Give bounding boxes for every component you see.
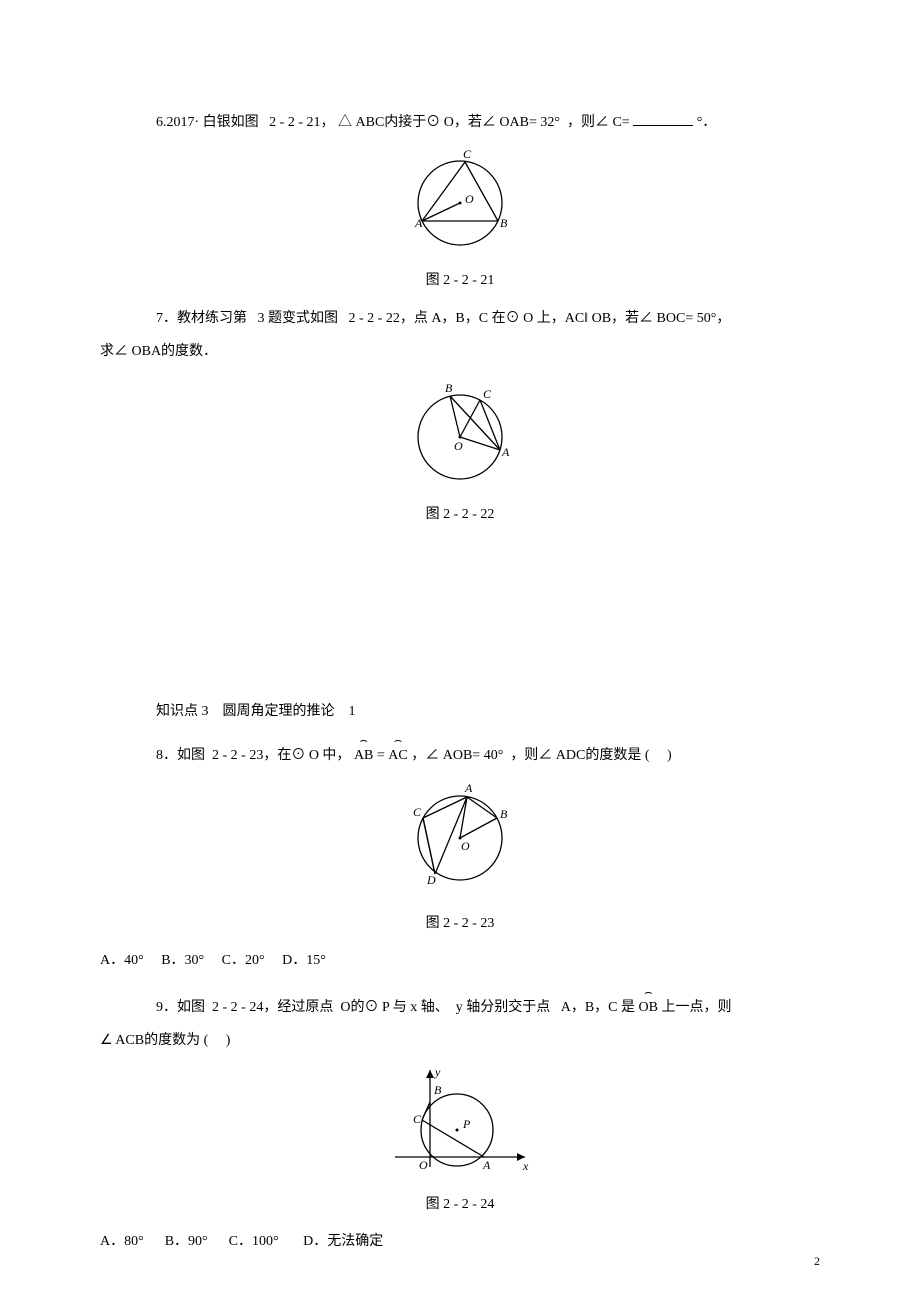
- q9-f: 上一点，则: [661, 1000, 731, 1015]
- q6-d: ，则∠ C=: [567, 115, 630, 130]
- q9-arc: OB: [639, 995, 658, 1020]
- figure-2-2-23: A B C D O: [100, 776, 820, 905]
- q9-g: ∠ ACB的度数为 (: [100, 1033, 208, 1048]
- fig21-B: B: [500, 216, 508, 230]
- question-9-line2: ∠ ACB的度数为 ( ): [100, 1028, 820, 1053]
- q9-h: ): [226, 1033, 231, 1048]
- q6-a: 白银如图: [203, 115, 259, 130]
- q8-opt-A: A．40°: [100, 953, 144, 968]
- q8-opt-B: B．30°: [161, 953, 204, 968]
- q6-blank[interactable]: [633, 112, 693, 126]
- fig24-x: x: [522, 1159, 529, 1173]
- figure-2-2-21: A B C O: [100, 143, 820, 262]
- fig22-C: C: [483, 387, 492, 401]
- fig22-O: O: [454, 439, 463, 453]
- fig22-B: B: [445, 381, 453, 395]
- q9-e: A，B，C 是: [561, 1000, 635, 1015]
- fig24-y: y: [434, 1065, 441, 1079]
- q8-opt-C: C．20°: [222, 953, 265, 968]
- sec3-c: 1: [349, 704, 356, 719]
- q8-opt-D: D．15°: [282, 953, 326, 968]
- fig22-A: A: [501, 445, 510, 459]
- q9-c: O的⊙ P 与 x 轴、: [340, 1000, 448, 1015]
- q8-e: ): [667, 748, 672, 763]
- q9-d: y 轴分别交于点: [456, 1000, 551, 1015]
- figure-2-2-24: y x O B A C P: [100, 1062, 820, 1186]
- q8-eq: =: [377, 748, 385, 763]
- section-3-heading: 知识点 3 圆周角定理的推论 1: [156, 699, 820, 724]
- page-number: 2: [814, 1251, 820, 1273]
- sec3-b: 圆周角定理的推论: [223, 704, 335, 719]
- fig24-O: O: [419, 1158, 428, 1172]
- q9-a: 9．如图: [156, 1000, 205, 1015]
- figure-2-2-21-caption: 图 2 - 2 - 21: [100, 268, 820, 293]
- fig24-C: C: [413, 1112, 422, 1126]
- q8-c: ，∠ AOB= 40°: [411, 748, 503, 763]
- fig23-C: C: [413, 805, 422, 819]
- q9-opt-D: D．无法确定: [303, 1234, 383, 1249]
- figure-2-2-24-caption: 图 2 - 2 - 24: [100, 1192, 820, 1217]
- q6-b: 2 - 2 - 21，: [269, 115, 334, 130]
- q8-b: 2 - 2 - 23，在⊙ O 中，: [212, 748, 350, 763]
- fig23-A: A: [464, 781, 473, 795]
- q9-b: 2 - 2 - 24，经过原点: [212, 1000, 333, 1015]
- fig24-A: A: [482, 1158, 491, 1172]
- fig21-A: A: [414, 216, 423, 230]
- fig23-B: B: [500, 807, 508, 821]
- question-7-line2: 求∠ OBA的度数．: [100, 339, 820, 364]
- q7-b: 3 题变式如图: [258, 311, 339, 326]
- fig24-B: B: [434, 1083, 442, 1097]
- fig23-D: D: [426, 873, 436, 887]
- question-9-options: A．80° B．90° C．100° D．无法确定: [100, 1229, 820, 1254]
- figure-2-2-22-caption: 图 2 - 2 - 22: [100, 502, 820, 527]
- fig24-P: P: [462, 1117, 471, 1131]
- fig21-O: O: [465, 192, 474, 206]
- q8-arc2: AC: [388, 743, 407, 768]
- question-8-options: A．40° B．30° C．20° D．15°: [100, 948, 820, 973]
- figure-2-2-23-caption: 图 2 - 2 - 23: [100, 911, 820, 936]
- figure-2-2-22: B C A O: [100, 372, 820, 496]
- fig21-C: C: [463, 147, 472, 161]
- q6-e: °．: [697, 115, 717, 130]
- q7-c: 2 - 2 - 22，点 A，B，C 在⊙ O 上，AC‖ OB，若∠ BOC=…: [349, 311, 731, 326]
- q8-arc1: AB: [354, 743, 373, 768]
- q9-opt-B: B．90°: [165, 1234, 208, 1249]
- q7-a: 7．教材练习第: [156, 311, 247, 326]
- q8-a: 8．如图: [156, 748, 205, 763]
- sec3-a: 知识点 3: [156, 704, 209, 719]
- question-7-line1: 7．教材练习第 3 题变式如图 2 - 2 - 22，点 A，B，C 在⊙ O …: [156, 306, 820, 331]
- fig23-O: O: [461, 839, 470, 853]
- q6-c: △ ABC内接于⊙ O，若∠ OAB= 32°: [338, 115, 560, 130]
- question-8: 8．如图 2 - 2 - 23，在⊙ O 中， AB = AC ，∠ AOB= …: [156, 743, 820, 768]
- question-9-line1: 9．如图 2 - 2 - 24，经过原点 O的⊙ P 与 x 轴、 y 轴分别交…: [156, 995, 820, 1020]
- q9-opt-C: C．100°: [229, 1234, 279, 1249]
- q9-opt-A: A．80°: [100, 1234, 144, 1249]
- q6-prefix: 6.2017·: [156, 115, 199, 130]
- q8-d: ，则∠ ADC的度数是 (: [510, 748, 649, 763]
- question-6: 6.2017· 白银如图 2 - 2 - 21， △ ABC内接于⊙ O，若∠ …: [156, 110, 820, 135]
